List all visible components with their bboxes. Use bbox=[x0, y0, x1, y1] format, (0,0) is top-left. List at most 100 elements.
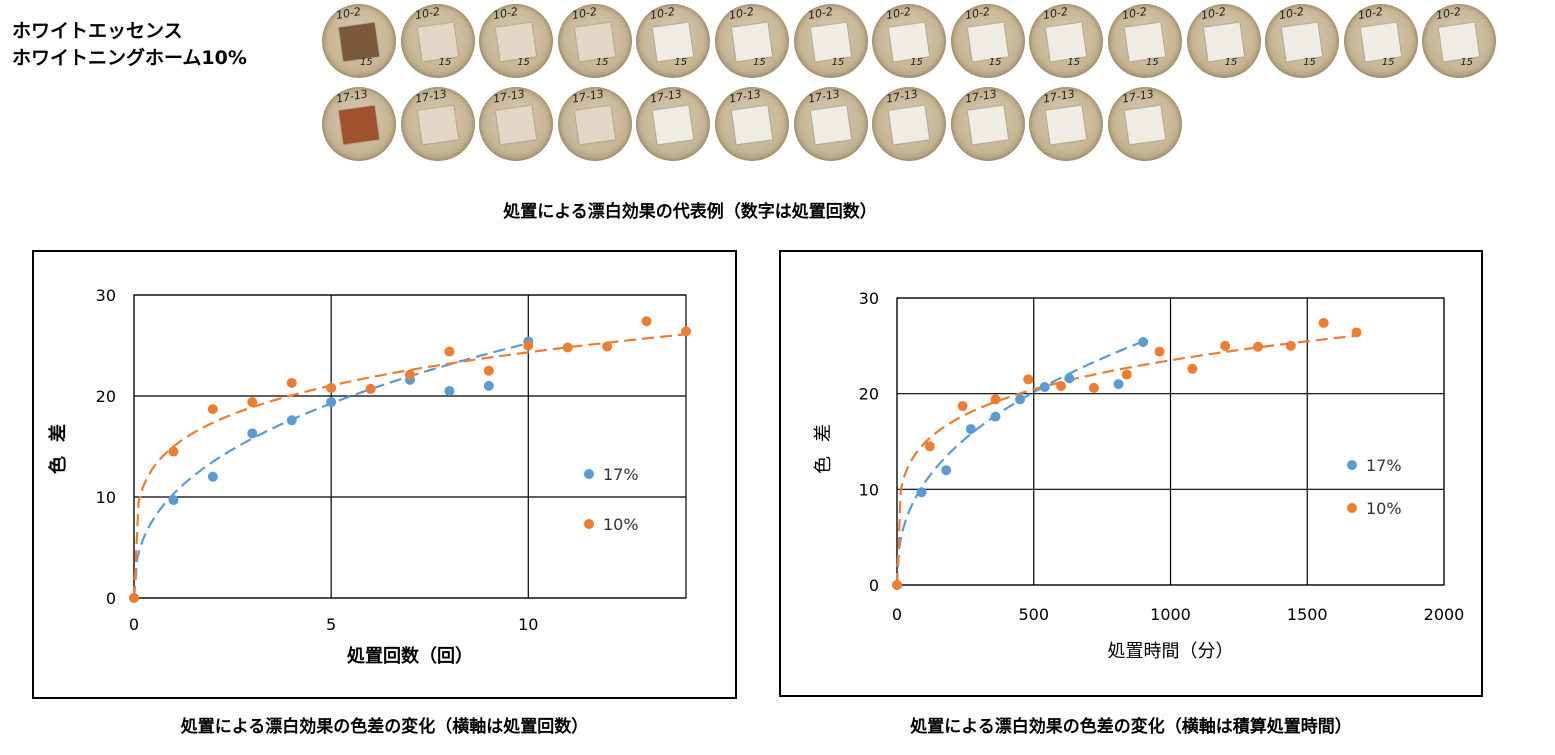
specimen bbox=[967, 105, 1008, 145]
data-point-series-1 bbox=[965, 424, 976, 435]
specimen bbox=[967, 22, 1008, 62]
dish-label: 17-13 bbox=[492, 87, 527, 106]
sample-row-1-dish-11: 10-2 15 bbox=[1108, 4, 1182, 78]
data-point-series-1 bbox=[483, 380, 494, 391]
data-point-series-2 bbox=[1351, 327, 1362, 338]
data-point-series-1 bbox=[207, 471, 218, 482]
dish-label: 10-2 bbox=[1435, 4, 1463, 23]
legend-label-1: 17% bbox=[603, 465, 639, 484]
sample-row-2-dish-7: 17-13 bbox=[793, 87, 868, 161]
specimen bbox=[653, 22, 694, 62]
data-point-series-2 bbox=[1154, 346, 1165, 357]
specimen bbox=[888, 105, 930, 145]
specimen bbox=[1439, 22, 1480, 62]
x-tick-label: 2000 bbox=[1424, 605, 1465, 624]
legend-marker-1 bbox=[584, 469, 594, 479]
data-point-series-2 bbox=[1220, 340, 1231, 351]
legend-marker-1 bbox=[1347, 460, 1357, 470]
data-point-series-1 bbox=[1113, 379, 1124, 390]
dish-label: 17-13 bbox=[963, 87, 998, 106]
data-point-series-2 bbox=[602, 341, 613, 352]
data-point-series-1 bbox=[916, 487, 927, 498]
legend-label-2: 10% bbox=[1366, 499, 1402, 518]
dish-number: 15 bbox=[517, 57, 530, 68]
dish-label: 10-2 bbox=[649, 4, 677, 23]
data-point-series-2 bbox=[129, 593, 139, 603]
x-tick-label: 500 bbox=[1018, 605, 1049, 624]
dish-label: 10-2 bbox=[1356, 4, 1384, 23]
data-point-series-2 bbox=[523, 340, 534, 351]
x-tick-label: 0 bbox=[892, 605, 902, 624]
dish-number: 15 bbox=[910, 57, 923, 68]
data-point-series-1 bbox=[168, 495, 179, 506]
specimen bbox=[810, 105, 851, 145]
dish-label: 10-2 bbox=[885, 4, 913, 23]
data-point-series-2 bbox=[247, 397, 258, 408]
y-axis-label: 色差 bbox=[813, 410, 834, 474]
data-point-series-2 bbox=[924, 441, 935, 452]
dish-number: 15 bbox=[1067, 57, 1081, 68]
plot-area-border bbox=[133, 294, 687, 599]
specimen bbox=[810, 22, 851, 62]
data-point-series-2 bbox=[1187, 363, 1198, 374]
data-point-series-2 bbox=[681, 326, 691, 337]
dish-label: 17-13 bbox=[1121, 87, 1155, 106]
y-tick-label: 20 bbox=[96, 387, 116, 406]
sample-row-2-dish-4: 17-13 bbox=[557, 87, 632, 161]
data-point-series-1 bbox=[1039, 381, 1050, 392]
specimen bbox=[574, 105, 615, 145]
specimen bbox=[338, 22, 380, 62]
sample-row-1-dish-9: 10-2 15 bbox=[950, 4, 1025, 78]
data-point-series-1 bbox=[1138, 337, 1149, 348]
legend-label-1: 17% bbox=[1366, 456, 1402, 475]
sample-row-1-dish-13: 10-2 15 bbox=[1265, 4, 1340, 78]
chart-count-caption: 処置による漂白効果の色差の変化（横軸は処置回数） bbox=[180, 717, 589, 737]
data-point-series-2 bbox=[326, 382, 337, 393]
data-point-series-2 bbox=[892, 580, 902, 590]
trendline-2 bbox=[895, 334, 1357, 586]
specimen bbox=[888, 22, 930, 62]
data-point-series-2 bbox=[957, 401, 968, 412]
plot-area-border bbox=[896, 297, 1445, 586]
dish-label: 10-2 bbox=[728, 4, 755, 23]
data-point-series-1 bbox=[286, 415, 297, 426]
y-tick-label: 10 bbox=[96, 488, 116, 507]
y-axis-label: 色差 bbox=[47, 410, 69, 474]
sample-row-1-dish-6: 10-2 15 bbox=[715, 4, 789, 78]
sample-row-2-dish-11: 17-13 bbox=[1108, 87, 1182, 161]
dish-label: 17-13 bbox=[885, 87, 920, 106]
y-tick-label: 10 bbox=[859, 480, 879, 499]
dish-number: 15 bbox=[831, 57, 845, 68]
x-tick-label: 0 bbox=[129, 615, 139, 634]
data-point-series-2 bbox=[1318, 317, 1329, 328]
trendline-2 bbox=[132, 333, 687, 599]
specimen bbox=[1281, 22, 1323, 62]
header-labels: ホワイトエッセンス ホワイトニングホーム10% bbox=[12, 18, 247, 72]
sample-row-1-dish-5: 10-2 15 bbox=[636, 4, 711, 78]
data-point-series-2 bbox=[365, 383, 376, 394]
data-point-series-2 bbox=[641, 316, 652, 327]
specimen bbox=[1046, 22, 1087, 62]
specimen bbox=[731, 105, 773, 145]
dish-label: 10-2 bbox=[1042, 4, 1070, 23]
data-point-series-2 bbox=[1253, 341, 1264, 352]
dish-label: 17-13 bbox=[413, 87, 448, 106]
dish-label: 17-13 bbox=[649, 87, 684, 106]
data-point-series-1 bbox=[990, 411, 1001, 422]
data-point-series-1 bbox=[444, 385, 455, 396]
dish-label: 17-13 bbox=[335, 87, 369, 106]
dish-label: 10-2 bbox=[1278, 4, 1306, 23]
sample-row-2-dish-5: 17-13 bbox=[636, 87, 711, 161]
x-tick-label: 5 bbox=[326, 615, 336, 634]
data-point-series-2 bbox=[483, 365, 494, 376]
specimen bbox=[1046, 105, 1087, 145]
data-point-series-2 bbox=[444, 346, 455, 357]
x-tick-label: 1000 bbox=[1150, 605, 1191, 624]
brand-name: ホワイトエッセンス bbox=[12, 20, 183, 42]
sample-row-1-dish-10: 10-2 15 bbox=[1029, 4, 1104, 78]
dish-number: 15 bbox=[595, 57, 609, 68]
dish-label: 10-2 bbox=[1121, 4, 1148, 23]
dish-number: 15 bbox=[988, 57, 1002, 68]
chart-count-svg: 0 10 20 30 0 5 10 処置回数（回） 色差 17% 10% bbox=[47, 286, 691, 667]
dish-label: 10-2 bbox=[413, 4, 441, 23]
